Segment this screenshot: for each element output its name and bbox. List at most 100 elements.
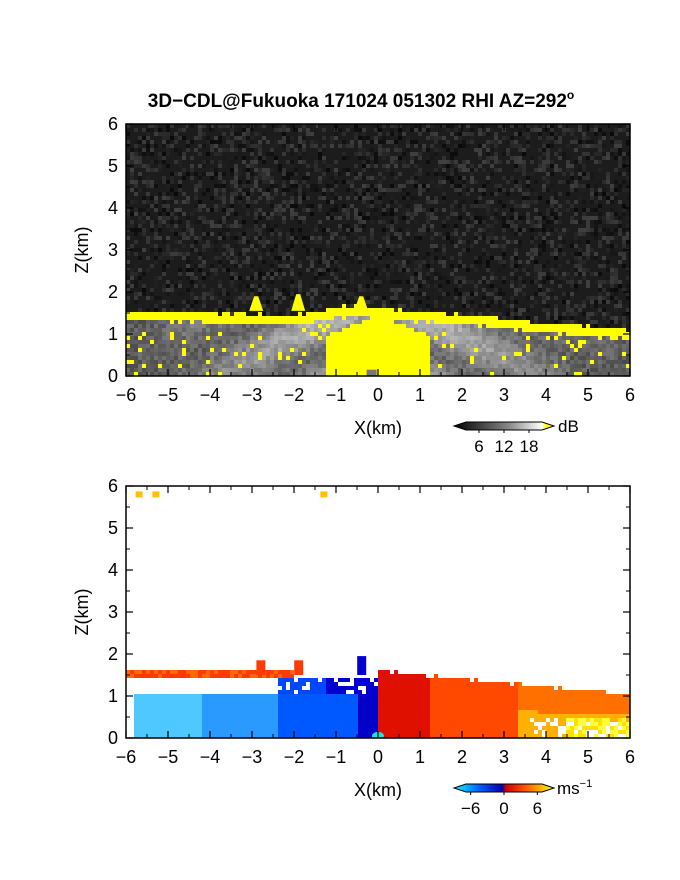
- noise-cell: [430, 288, 434, 292]
- noise-cell: [290, 160, 294, 164]
- noise-cell: [462, 276, 466, 280]
- noise-cell: [402, 308, 406, 312]
- noise-cell: [534, 316, 538, 320]
- noise-cell: [574, 268, 578, 272]
- noise-cell: [586, 136, 590, 140]
- noise-cell: [326, 184, 330, 188]
- noise-cell: [414, 248, 418, 252]
- noise-cell: [138, 152, 142, 156]
- noise-cell: [566, 128, 570, 132]
- noise-cell: [458, 312, 462, 316]
- noise-cell: [498, 216, 502, 220]
- noise-cell: [458, 252, 462, 256]
- noise-cell: [274, 296, 278, 300]
- noise-cell: [206, 160, 210, 164]
- noise-cell: [322, 136, 326, 140]
- noise-cell: [250, 172, 254, 176]
- noise-cell: [374, 248, 378, 252]
- noise-cell: [126, 236, 130, 240]
- echo-cell: [234, 368, 238, 372]
- noise-cell: [614, 156, 618, 160]
- noise-cell: [454, 152, 458, 156]
- noise-cell: [418, 264, 422, 268]
- noise-cell: [522, 292, 526, 296]
- noise-cell: [510, 144, 514, 148]
- noise-cell: [314, 140, 318, 144]
- noise-cell: [194, 208, 198, 212]
- noise-cell: [462, 232, 466, 236]
- noise-cell: [490, 164, 494, 168]
- echo-cell: [154, 360, 158, 364]
- noise-cell: [518, 176, 522, 180]
- noise-cell: [322, 172, 326, 176]
- echo-cell: [174, 324, 178, 328]
- noise-cell: [542, 284, 546, 288]
- noise-cell: [130, 256, 134, 260]
- echo-cell: [174, 336, 178, 340]
- echo-cell: [278, 328, 282, 332]
- echo-cell: [238, 372, 242, 376]
- noise-cell: [510, 224, 514, 228]
- noise-cell: [142, 176, 146, 180]
- noise-cell: [458, 280, 462, 284]
- noise-cell: [270, 240, 274, 244]
- noise-cell: [598, 144, 602, 148]
- noise-cell: [418, 236, 422, 240]
- echo-cell: [186, 344, 190, 348]
- noise-cell: [402, 260, 406, 264]
- noise-cell: [318, 208, 322, 212]
- noise-cell: [622, 316, 626, 320]
- noise-cell: [150, 216, 154, 220]
- noise-cell: [506, 304, 510, 308]
- noise-cell: [262, 296, 266, 300]
- noise-cell: [406, 296, 410, 300]
- noise-cell: [550, 272, 554, 276]
- noise-cell: [430, 240, 434, 244]
- noise-cell: [626, 216, 630, 220]
- echo-cell: [154, 348, 158, 352]
- noise-cell: [254, 200, 258, 204]
- noise-cell: [194, 276, 198, 280]
- noise-cell: [478, 232, 482, 236]
- noise-cell: [182, 300, 186, 304]
- noise-cell: [454, 188, 458, 192]
- noise-cell: [442, 304, 446, 308]
- noise-cell: [622, 240, 626, 244]
- echo-cell: [194, 320, 198, 324]
- noise-cell: [426, 308, 430, 312]
- noise-cell: [142, 200, 146, 204]
- noise-cell: [458, 276, 462, 280]
- noise-cell: [250, 184, 254, 188]
- noise-cell: [154, 168, 158, 172]
- noise-cell: [170, 124, 174, 128]
- noise-cell: [534, 272, 538, 276]
- noise-cell: [126, 216, 130, 220]
- noise-cell: [154, 200, 158, 204]
- echo-cell: [138, 340, 142, 344]
- noise-cell: [382, 292, 386, 296]
- noise-cell: [222, 248, 226, 252]
- noise-cell: [290, 240, 294, 244]
- noise-cell: [258, 172, 262, 176]
- noise-cell: [238, 196, 242, 200]
- noise-cell: [246, 124, 250, 128]
- noise-cell: [526, 316, 530, 320]
- noise-cell: [362, 196, 366, 200]
- noise-cell: [534, 276, 538, 280]
- noise-cell: [154, 236, 158, 240]
- noise-cell: [622, 188, 626, 192]
- noise-cell: [182, 192, 186, 196]
- echo-cell: [254, 336, 258, 340]
- noise-cell: [258, 140, 262, 144]
- echo-cell: [202, 352, 206, 356]
- noise-cell: [214, 236, 218, 240]
- noise-cell: [514, 256, 518, 260]
- noise-cell: [446, 280, 450, 284]
- noise-cell: [506, 240, 510, 244]
- noise-cell: [466, 140, 470, 144]
- noise-cell: [258, 208, 262, 212]
- noise-cell: [230, 144, 234, 148]
- noise-cell: [126, 208, 130, 212]
- noise-cell: [370, 184, 374, 188]
- noise-cell: [210, 224, 214, 228]
